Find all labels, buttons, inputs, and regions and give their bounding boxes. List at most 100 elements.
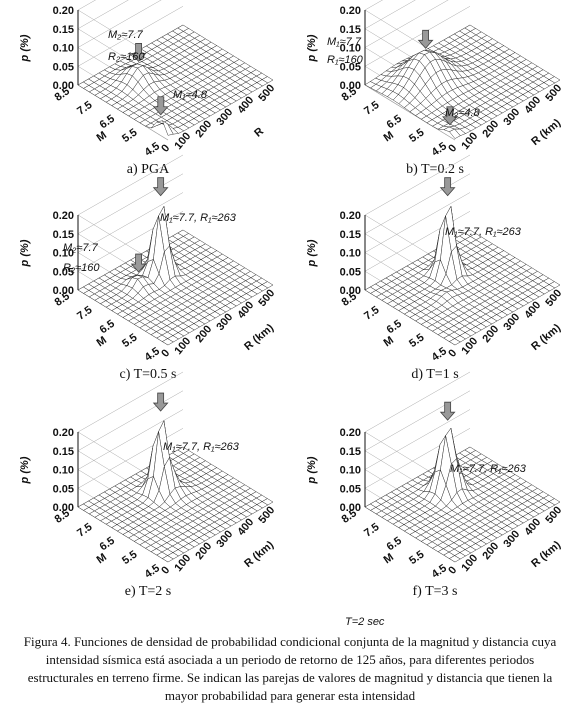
m-tick-label: 6.5 — [385, 318, 404, 337]
surface-cell — [448, 555, 461, 563]
m-tick-label: 5.5 — [407, 548, 426, 567]
m-tick-label: 7.5 — [75, 99, 94, 118]
z-tick-label: 0.15 — [340, 229, 361, 241]
z-tick-label: 0.05 — [53, 266, 74, 278]
z-tick-label: 0.00 — [340, 285, 361, 297]
z-tick-label: 0.20 — [53, 427, 74, 439]
figure-caption-line: intensidad sísmica está asociada a un pe… — [46, 652, 534, 667]
z-tick-label: 0.15 — [53, 229, 74, 241]
z-tick-label: 0.20 — [340, 5, 361, 17]
figure-caption-line: mayor probabilidad para generar esta int… — [165, 688, 416, 703]
panel-caption: b) T=0.2 s — [406, 162, 464, 177]
m-tick-label: 7.5 — [362, 304, 381, 323]
peak-arrow — [439, 401, 456, 421]
annotation: R₂≈160 — [63, 262, 100, 274]
z-tick-label: 0.20 — [340, 210, 361, 222]
panel-caption: f) T=3 s — [413, 584, 458, 599]
annotation: M₁≈7.7 — [327, 36, 362, 48]
m-tick-label: 5.5 — [120, 331, 139, 350]
z-tick-label: 0.15 — [340, 446, 361, 458]
z-tick-label: 0.20 — [53, 5, 74, 17]
figure-caption-line: Figura 4. Funciones de densidad de proba… — [24, 634, 557, 649]
annotation: M₁≈7.7, R₁≈263 — [160, 212, 237, 224]
m-tick-label: 7.5 — [75, 521, 94, 540]
annotation: R₂≈160 — [108, 51, 145, 63]
annotation: R₁≈160 — [327, 54, 364, 66]
panel: 0.000.050.100.150.20p (%)8.57.56.55.54.5… — [19, 154, 277, 382]
r-axis-label: R (km) — [529, 539, 563, 570]
z-tick-label: 0.15 — [53, 24, 74, 36]
m-tick-label: 6.5 — [98, 113, 117, 132]
r-axis-label: R (km) — [242, 322, 276, 353]
m-axis-label: M — [382, 551, 396, 566]
surface-cell — [448, 338, 461, 346]
panel-caption: c) T=0.5 s — [119, 367, 176, 382]
m-tick-label: 6.5 — [98, 535, 117, 554]
z-axis-label: p (%) — [306, 34, 318, 62]
z-tick-label: 0.10 — [53, 248, 74, 260]
panel: 0.000.050.100.150.20p (%)8.57.56.55.54.5… — [306, 371, 564, 628]
m-tick-label: 4.5 — [143, 140, 162, 159]
z-tick-label: 0.00 — [340, 502, 361, 514]
annotation: T=2 sec — [345, 616, 385, 628]
annotation: M₁≈7.7, R₁≈263 — [445, 226, 522, 238]
r-tick-label: 0 — [446, 347, 459, 359]
peak-arrow — [152, 96, 169, 116]
m-tick-label: 4.5 — [430, 345, 449, 364]
figure-caption-line: estructurales en terreno firme. Se indic… — [28, 670, 553, 685]
z-tick-label: 0.00 — [53, 285, 74, 297]
r-axis-label: R (km) — [242, 539, 276, 570]
peak-arrow — [130, 43, 147, 63]
panel-caption: d) T=1 s — [411, 367, 458, 382]
annotation: M₁≈7.7, R₁≈263 — [163, 441, 240, 453]
z-tick-label: 0.10 — [340, 43, 361, 55]
z-tick-label: 0.05 — [53, 483, 74, 495]
z-axis-label: p (%) — [306, 239, 318, 267]
peak-arrow — [130, 253, 147, 273]
z-tick-label: 0.05 — [340, 483, 361, 495]
z-axis-label: p (%) — [306, 456, 318, 484]
m-axis-label: M — [382, 129, 396, 144]
panel-caption: a) PGA — [127, 162, 170, 177]
annotation: M₁≈4.8 — [173, 89, 208, 101]
surface-cell — [161, 120, 174, 136]
peak-arrow — [152, 177, 169, 197]
m-tick-label: 5.5 — [407, 331, 426, 350]
panel: 0.000.050.100.150.20p (%)8.57.56.55.54.5… — [19, 371, 277, 599]
annotation: M₁≈7.7, R₁≈263 — [450, 463, 527, 475]
peak-arrow — [152, 392, 169, 412]
annotation: M₂≈7.7 — [63, 242, 99, 254]
z-tick-label: 0.15 — [340, 24, 361, 36]
m-tick-label: 7.5 — [362, 99, 381, 118]
m-tick-label: 6.5 — [385, 113, 404, 132]
surface-cell — [161, 338, 174, 346]
m-tick-label: 6.5 — [385, 535, 404, 554]
z-tick-label: 0.00 — [53, 80, 74, 92]
z-tick-label: 0.10 — [340, 465, 361, 477]
r-tick-label: 0 — [446, 142, 459, 154]
m-tick-label: 5.5 — [120, 548, 139, 567]
peak-arrow — [439, 177, 456, 197]
z-axis-label: p (%) — [19, 456, 31, 484]
r-tick-label: 0 — [446, 564, 459, 576]
m-tick-label: 7.5 — [75, 304, 94, 323]
m-tick-label: 5.5 — [407, 126, 426, 145]
r-axis-label: R (km) — [529, 117, 563, 148]
z-tick-label: 0.00 — [340, 80, 361, 92]
m-tick-label: 4.5 — [143, 345, 162, 364]
z-tick-label: 0.20 — [53, 210, 74, 222]
peak-arrow — [417, 29, 434, 49]
r-axis-label: R — [252, 125, 266, 139]
r-tick-label: 0 — [159, 142, 172, 154]
m-axis-label: M — [95, 129, 109, 144]
z-tick-label: 0.05 — [340, 266, 361, 278]
m-tick-label: 7.5 — [362, 521, 381, 540]
r-tick-label: 0 — [159, 347, 172, 359]
z-tick-label: 0.10 — [340, 248, 361, 260]
z-tick-label: 0.10 — [53, 465, 74, 477]
m-axis-label: M — [95, 334, 109, 349]
z-tick-label: 0.10 — [53, 43, 74, 55]
z-axis-label: p (%) — [19, 239, 31, 267]
z-tick-label: 0.15 — [53, 446, 74, 458]
